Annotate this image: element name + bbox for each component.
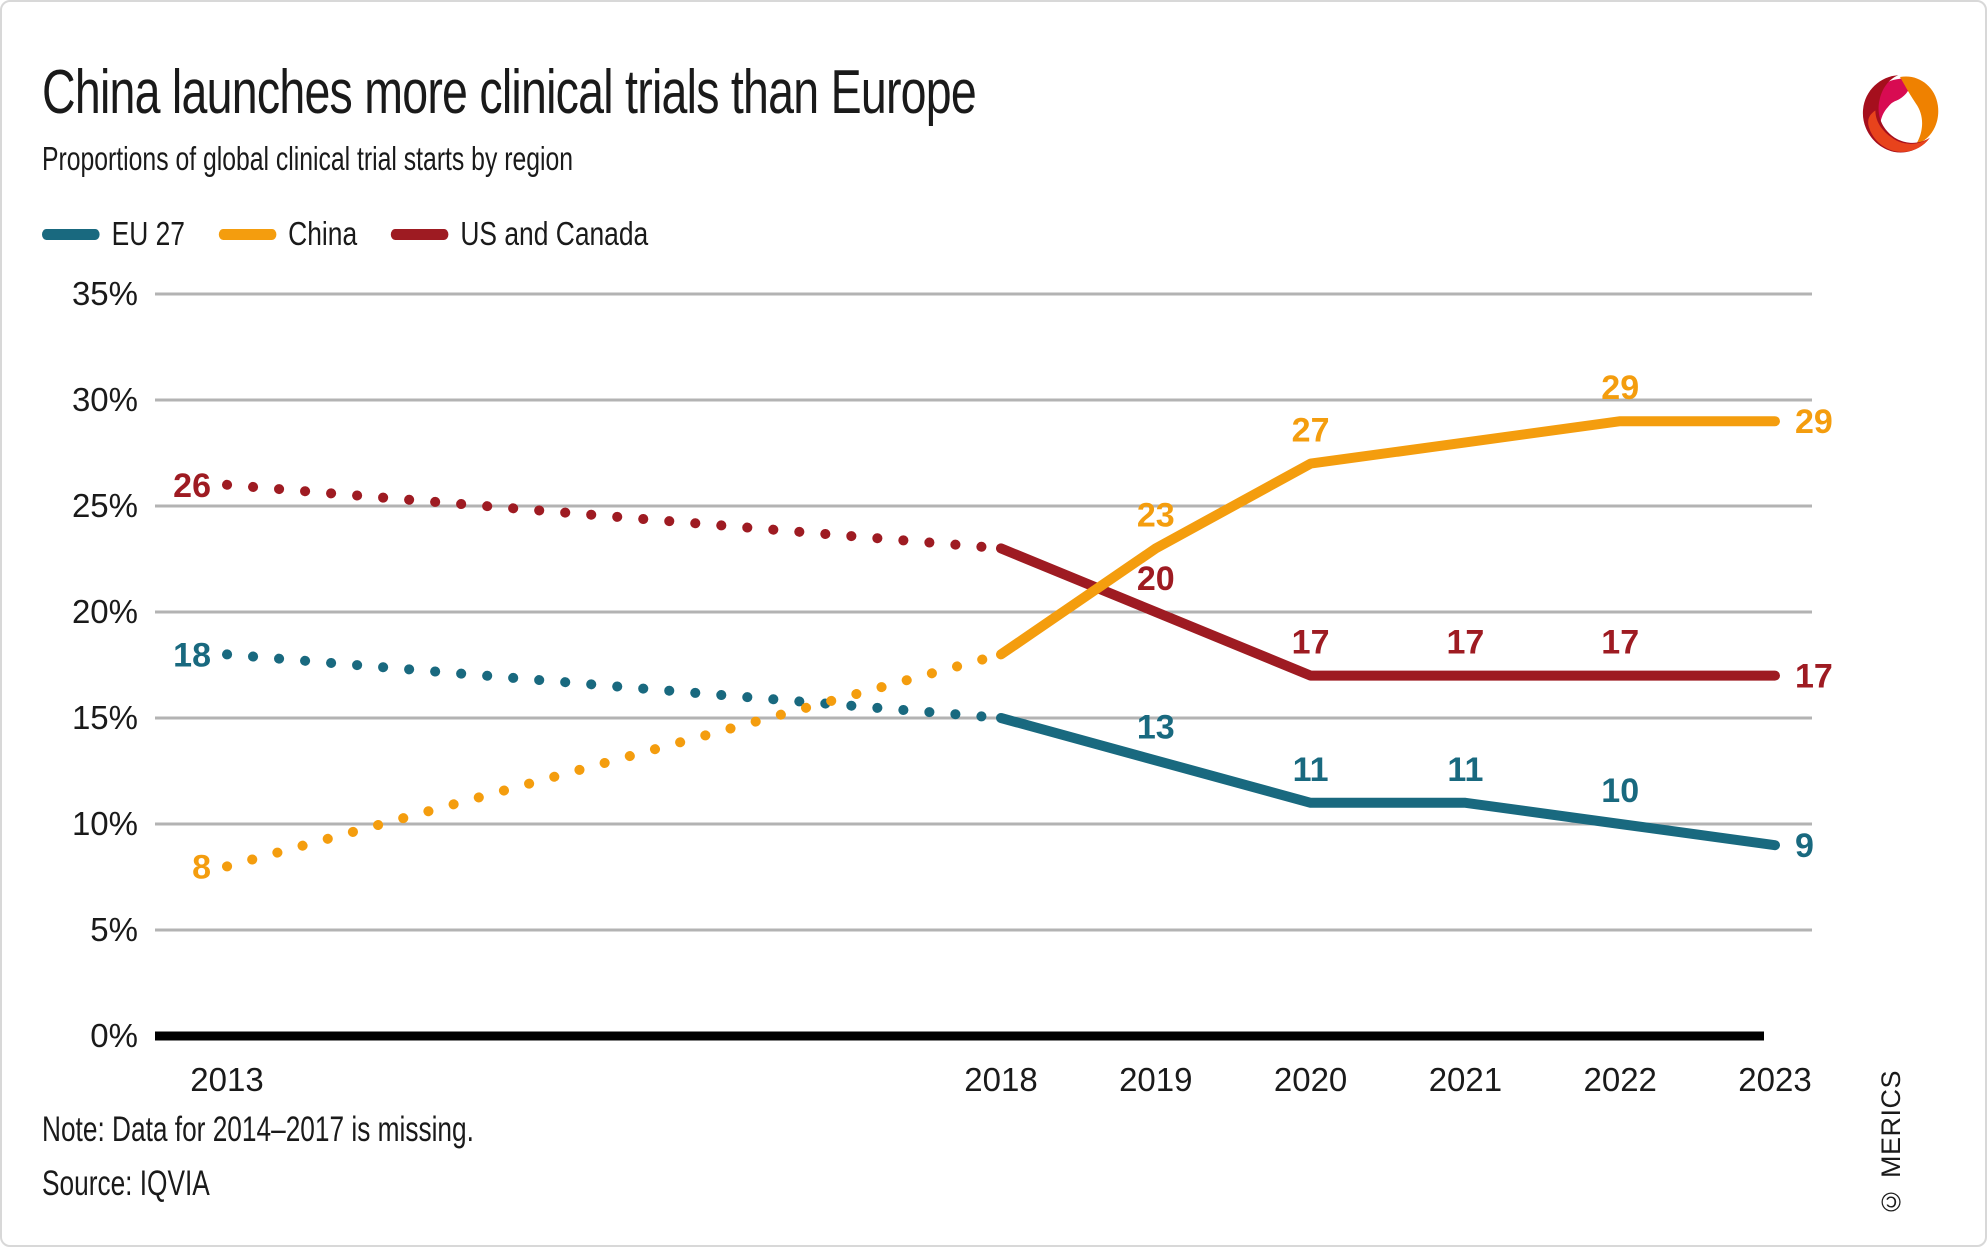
y-tick-label: 15%: [72, 699, 138, 736]
chart-title: China launches more clinical trials than…: [42, 58, 977, 127]
data-label: 26: [173, 467, 211, 505]
series-line-dotted-eu-27: [222, 649, 1006, 723]
legend-item-eu-27: EU 27: [42, 215, 185, 253]
logo-bright-red-ribbon: [1868, 110, 1930, 152]
data-label: 29: [1795, 403, 1833, 441]
legend-item-us-and-canada: US and Canada: [390, 215, 649, 253]
legend-swatch: [42, 228, 100, 240]
logo-white-center: [1884, 99, 1919, 133]
x-tick-label: 2013: [190, 1061, 263, 1098]
copyright-text: © MERICS: [1876, 1070, 1906, 1217]
data-label: 20: [1137, 560, 1175, 598]
logo-orange-ribbon: [1900, 76, 1939, 145]
series-line-china: [996, 416, 1780, 660]
data-label: 17: [1795, 658, 1833, 696]
x-tick-label: 2018: [964, 1061, 1037, 1098]
y-tick-label: 10%: [72, 805, 138, 842]
data-label: 11: [1293, 751, 1329, 789]
x-tick-label: 2021: [1429, 1061, 1502, 1098]
data-label: 23: [1137, 496, 1175, 534]
series-line-dotted-china: [222, 649, 1006, 872]
data-label: 13: [1137, 708, 1175, 746]
x-tick-label: 2022: [1583, 1061, 1656, 1098]
x-tick-label: 2023: [1738, 1061, 1811, 1098]
y-tick-label: 0%: [90, 1017, 138, 1054]
data-label: 9: [1795, 827, 1814, 865]
legend: EU 27 China US and Canada: [42, 215, 648, 253]
series-line-dotted-us-and-canada: [222, 479, 1006, 554]
series-line-eu-27: [996, 713, 1780, 851]
series-line-us-and-canada: [996, 543, 1780, 681]
data-label: 18: [173, 636, 211, 674]
y-tick-label: 25%: [72, 487, 138, 524]
legend-label: US and Canada: [460, 215, 649, 252]
x-tick-label: 2019: [1119, 1061, 1192, 1098]
source-text: Source: IQVIA: [42, 1164, 210, 1203]
data-label: 11: [1447, 751, 1483, 789]
y-tick-label: 20%: [72, 593, 138, 630]
note-text: Note: Data for 2014–2017 is missing.: [42, 1110, 474, 1149]
y-tick-label: 30%: [72, 381, 138, 418]
data-label: 10: [1601, 772, 1639, 810]
data-label: 17: [1446, 624, 1484, 662]
data-label: 27: [1292, 412, 1330, 450]
y-tick-label: 5%: [90, 911, 138, 948]
merics-logo: [1862, 75, 1939, 153]
data-label: 17: [1292, 624, 1330, 662]
data-label: 17: [1601, 624, 1639, 662]
data-label: 29: [1601, 369, 1639, 407]
legend-swatch: [218, 228, 277, 240]
x-tick-label: 2020: [1274, 1061, 1347, 1098]
chart-subtitle: Proportions of global clinical trial sta…: [42, 140, 574, 177]
y-tick-label: 35%: [72, 275, 138, 312]
legend-label: China: [288, 215, 358, 252]
legend-swatch: [390, 228, 449, 240]
legend-item-china: China: [218, 215, 358, 253]
legend-label: EU 27: [111, 215, 185, 252]
data-label: 8: [192, 848, 211, 886]
